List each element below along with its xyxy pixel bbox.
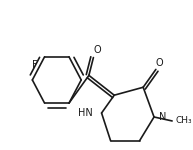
Text: O: O xyxy=(156,58,163,69)
Text: HN: HN xyxy=(78,108,92,118)
Text: CH₃: CH₃ xyxy=(176,116,192,125)
Text: O: O xyxy=(93,45,101,55)
Text: N: N xyxy=(159,112,166,122)
Text: F: F xyxy=(32,60,37,70)
